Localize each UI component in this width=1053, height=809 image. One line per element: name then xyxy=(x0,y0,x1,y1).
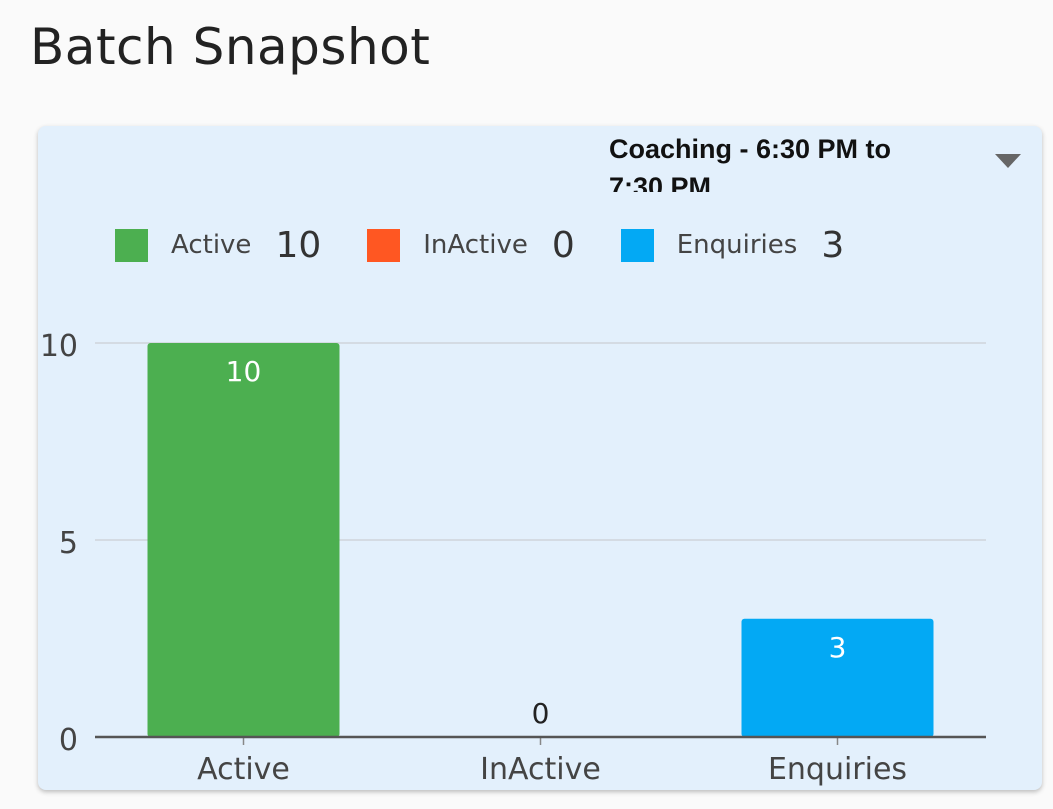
chevron-down-icon[interactable] xyxy=(995,154,1021,168)
data-label: 0 xyxy=(532,697,550,730)
legend-value-inactive: 0 xyxy=(551,224,575,266)
legend-value-enquiries: 3 xyxy=(821,224,845,266)
batch-select-value: Coaching - 6:30 PM to 7:30 PM xyxy=(609,134,892,192)
legend-swatch-enquiries xyxy=(620,228,654,262)
y-tick-label: 0 xyxy=(59,723,78,758)
legend-item-enquiries[interactable]: Enquiries 3 xyxy=(620,224,845,266)
legend-label-inactive: InActive xyxy=(423,230,528,260)
x-tick-label: Enquiries xyxy=(768,752,907,787)
x-tick-label: Active xyxy=(197,752,290,787)
page-title: Batch Snapshot xyxy=(30,18,431,76)
batch-select-dropdown[interactable]: Coaching - 6:30 PM to 7:30 PM xyxy=(609,130,1029,192)
bar xyxy=(147,343,340,737)
legend-label-active: Active xyxy=(171,230,252,260)
x-tick-label: InActive xyxy=(480,752,601,787)
legend-value-active: 10 xyxy=(275,224,322,266)
data-label: 3 xyxy=(829,631,847,664)
legend-label-enquiries: Enquiries xyxy=(676,230,798,260)
legend-swatch-active xyxy=(115,228,148,262)
bar xyxy=(741,618,934,737)
legend-item-inactive[interactable]: InActive 0 xyxy=(367,224,575,266)
legend-item-active[interactable]: Active 10 xyxy=(115,225,321,266)
data-label: 10 xyxy=(226,355,262,388)
chart-legend: Active 10 InActive 0 Enquiries 3 xyxy=(115,220,890,270)
y-tick-label: 5 xyxy=(59,526,78,561)
legend-swatch-inactive xyxy=(367,228,401,262)
y-tick-label: 10 xyxy=(40,329,78,364)
